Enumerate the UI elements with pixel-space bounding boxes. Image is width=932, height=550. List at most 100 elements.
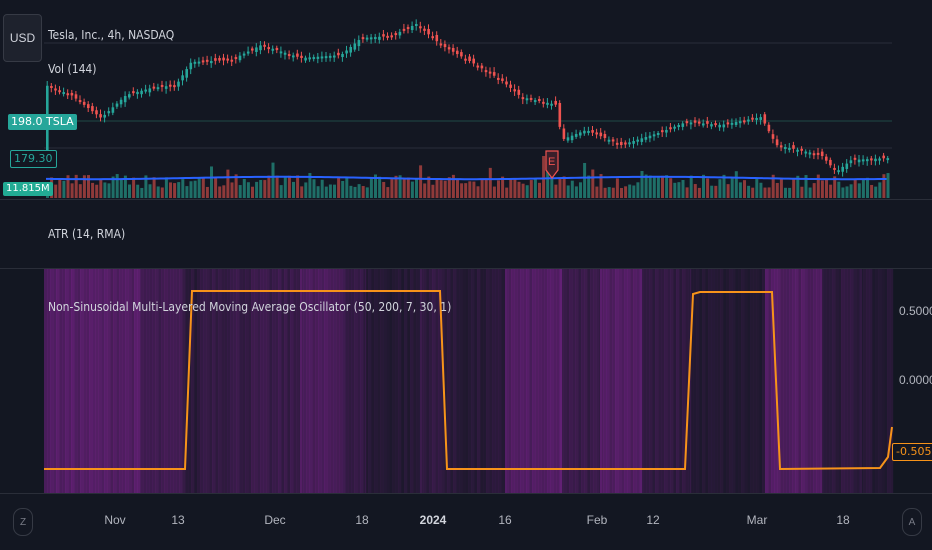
candle-body <box>369 37 373 40</box>
volume-bar <box>337 176 341 198</box>
regime-band <box>771 269 775 493</box>
regime-band <box>711 269 715 493</box>
regime-band <box>679 269 683 493</box>
symbol-legend[interactable]: Tesla, Inc., 4h, NASDAQ <box>48 28 175 42</box>
regime-band <box>459 269 463 493</box>
regime-band <box>872 269 876 493</box>
regime-band <box>287 269 291 493</box>
candle-body <box>829 159 832 166</box>
regime-band <box>309 269 313 493</box>
regime-band <box>275 269 279 493</box>
volume-bar <box>743 180 746 198</box>
candle-body <box>189 62 193 70</box>
volume-bar <box>755 178 759 198</box>
regime-band <box>646 269 650 493</box>
volume-bar <box>164 177 168 198</box>
candle-body <box>726 122 730 125</box>
regime-band <box>383 269 387 493</box>
volume-bar <box>538 182 541 198</box>
candle-body <box>599 132 603 137</box>
candle-body <box>538 99 541 102</box>
volume-bar <box>234 174 238 198</box>
regime-band <box>98 269 102 493</box>
volume-bar <box>702 174 705 198</box>
regime-band <box>729 269 733 493</box>
volume-bar <box>390 179 394 198</box>
volume-bar <box>866 177 869 198</box>
regime-band <box>281 269 285 493</box>
earnings-marker[interactable]: E <box>545 150 559 179</box>
candle-body <box>886 158 890 161</box>
volume-bar <box>759 182 763 198</box>
candle-body <box>119 99 123 105</box>
volume-bar <box>201 177 205 198</box>
volume-bar <box>521 183 525 198</box>
regime-band <box>131 269 135 493</box>
currency-button[interactable]: USD <box>3 14 42 62</box>
candle-body <box>390 35 393 38</box>
oscillator-chart[interactable] <box>0 269 932 493</box>
regime-band <box>315 269 319 493</box>
candle-body <box>632 141 635 144</box>
regime-band <box>777 269 781 493</box>
pane-separator[interactable] <box>0 199 932 200</box>
regime-band <box>541 269 545 493</box>
candle-body <box>771 134 775 139</box>
volume-bar <box>771 174 775 198</box>
candle-body <box>669 127 672 130</box>
candle-body <box>665 129 668 133</box>
volume-bar <box>226 169 230 198</box>
price-chart[interactable] <box>0 0 892 200</box>
regime-band <box>345 269 349 493</box>
regime-band <box>386 269 390 493</box>
pane-separator[interactable] <box>0 268 932 269</box>
volume-bar <box>607 187 611 198</box>
volume-bar <box>468 181 472 198</box>
regime-band <box>278 269 282 493</box>
candle-body <box>246 51 250 54</box>
candle-body <box>472 58 475 64</box>
candle-body <box>505 81 508 85</box>
candle-body <box>443 44 447 48</box>
regime-band <box>863 269 867 493</box>
regime-band <box>489 269 493 493</box>
current-price-tag: 198.00 <box>8 114 53 130</box>
regime-band <box>483 269 487 493</box>
candle-body <box>767 124 771 132</box>
candle-body <box>287 54 291 57</box>
ticker-tag: TSLA <box>43 114 77 130</box>
regime-band <box>578 269 582 493</box>
regime-band <box>218 269 222 493</box>
regime-band <box>465 269 469 493</box>
regime-band <box>188 269 192 493</box>
volume-bar <box>304 182 308 198</box>
regime-band <box>260 269 264 493</box>
auto-scale-button[interactable]: A <box>902 508 922 536</box>
volume-bar <box>767 187 771 198</box>
regime-band <box>708 269 712 493</box>
volume-bar <box>497 180 500 198</box>
regime-band <box>339 269 343 493</box>
candle-body <box>730 122 734 125</box>
volume-bar <box>263 180 267 198</box>
regime-band <box>185 269 189 493</box>
volume-bar <box>402 179 406 198</box>
oscillator-legend[interactable]: Non-Sinusoidal Multi-Layered Moving Aver… <box>48 300 452 314</box>
candle-body <box>296 53 299 57</box>
candle-body <box>480 65 484 69</box>
candle-body <box>70 92 74 96</box>
candle-body <box>554 100 557 105</box>
regime-band <box>823 269 827 493</box>
volume-bar <box>123 175 127 198</box>
timezone-button[interactable]: Z <box>13 508 33 536</box>
regime-band <box>538 269 542 493</box>
volume-bar <box>476 186 480 198</box>
regime-band <box>609 269 613 493</box>
time-axis[interactable]: Nov 13 Dec 18 2024 16 Feb 12 Mar 18 <box>0 494 932 550</box>
volume-legend[interactable]: Vol (144) <box>48 62 97 76</box>
candle-body <box>255 47 258 52</box>
volume-bar <box>205 186 209 198</box>
regime-band <box>738 269 742 493</box>
volume-bar <box>369 177 373 198</box>
atr-legend[interactable]: ATR (14, RMA) <box>48 227 126 241</box>
